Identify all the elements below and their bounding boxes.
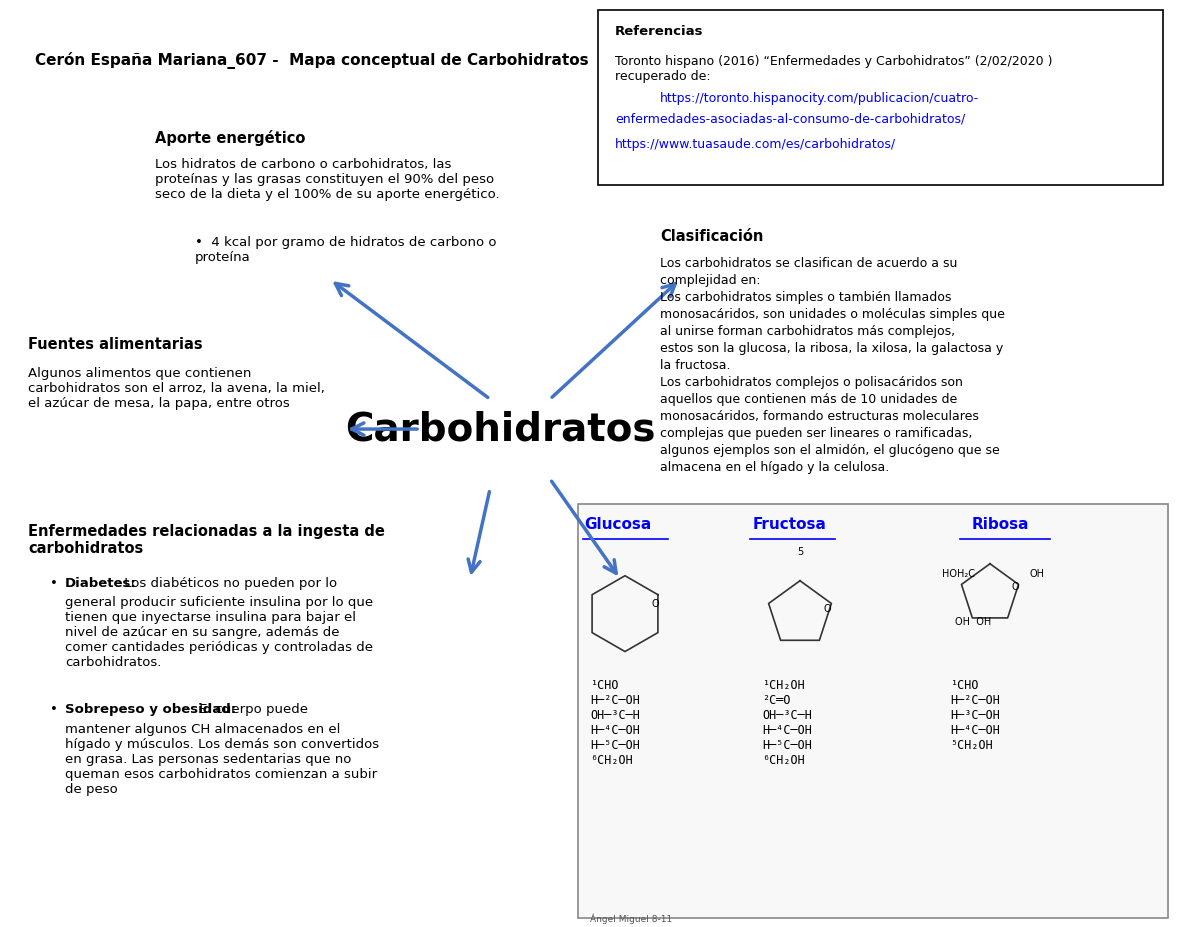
Text: •: • [50, 577, 58, 590]
Text: https://toronto.hispanocity.com/publicacion/cuatro-: https://toronto.hispanocity.com/publicac… [660, 92, 979, 105]
Text: Ribosa: Ribosa [971, 517, 1028, 532]
Text: OH  OH: OH OH [955, 616, 991, 627]
Text: ¹CHO
H─²C─OH
OH─³C─H
H─⁴C─OH
H─⁵C─OH
⁶CH₂OH: ¹CHO H─²C─OH OH─³C─H H─⁴C─OH H─⁵C─OH ⁶CH… [590, 679, 640, 767]
Text: ¹CHO
H─²C─OH
H─³C─OH
H─⁴C─OH
⁵CH₂OH: ¹CHO H─²C─OH H─³C─OH H─⁴C─OH ⁵CH₂OH [950, 679, 1000, 752]
Text: mantener algunos CH almacenados en el
hígado y músculos. Los demás son convertid: mantener algunos CH almacenados en el hí… [65, 723, 379, 796]
FancyBboxPatch shape [578, 504, 1168, 918]
Text: 5: 5 [797, 547, 803, 557]
Text: Glucosa: Glucosa [584, 517, 652, 532]
Text: Fuentes alimentarias: Fuentes alimentarias [28, 337, 203, 352]
FancyBboxPatch shape [598, 10, 1163, 184]
Text: Clasificación: Clasificación [660, 230, 763, 245]
Text: Ángel Miguel 8-11: Ángel Miguel 8-11 [590, 914, 672, 924]
Text: Los diabéticos no pueden por lo: Los diabéticos no pueden por lo [120, 577, 337, 590]
Text: O: O [652, 599, 659, 609]
Text: O: O [823, 603, 830, 614]
Text: Carbohidratos: Carbohidratos [344, 410, 655, 448]
Text: Cerón España Mariana_607 -  Mapa conceptual de Carbohidratos: Cerón España Mariana_607 - Mapa conceptu… [35, 52, 589, 69]
Text: https://www.tuasaude.com/es/carbohidratos/: https://www.tuasaude.com/es/carbohidrato… [616, 138, 896, 151]
Text: HOH₂C: HOH₂C [942, 569, 974, 578]
Text: Referencias: Referencias [616, 25, 703, 38]
Text: Los carbohidratos se clasifican de acuerdo a su
complejidad en:
Los carbohidrato: Los carbohidratos se clasifican de acuer… [660, 258, 1004, 475]
Text: general producir suficiente insulina por lo que
tienen que inyectarse insulina p: general producir suficiente insulina por… [65, 596, 373, 669]
Text: enfermedades-asociadas-al-consumo-de-carbohidratos/: enfermedades-asociadas-al-consumo-de-car… [616, 113, 965, 126]
Text: El cuerpo puede: El cuerpo puede [196, 704, 308, 717]
Text: •: • [50, 704, 58, 717]
Text: Fructosa: Fructosa [754, 517, 827, 532]
Text: Toronto hispano (2016) “Enfermedades y Carbohidratos” (2/02/2020 )
recuperado de: Toronto hispano (2016) “Enfermedades y C… [616, 55, 1052, 83]
Text: Algunos alimentos que contienen
carbohidratos son el arroz, la avena, la miel,
e: Algunos alimentos que contienen carbohid… [28, 367, 325, 410]
Text: Sobrepeso y obesidad:: Sobrepeso y obesidad: [65, 704, 236, 717]
Text: Enfermedades relacionadas a la ingesta de
carbohidratos: Enfermedades relacionadas a la ingesta d… [28, 524, 385, 556]
Text: Los hidratos de carbono o carbohidratos, las
proteínas y las grasas constituyen : Los hidratos de carbono o carbohidratos,… [155, 158, 499, 200]
Text: ¹CH₂OH
²C═O
OH─³C─H
H─⁴C─OH
H─⁵C─OH
⁶CH₂OH: ¹CH₂OH ²C═O OH─³C─H H─⁴C─OH H─⁵C─OH ⁶CH₂… [762, 679, 812, 767]
Text: Diabetes:: Diabetes: [65, 577, 137, 590]
Text: •  4 kcal por gramo de hidratos de carbono o
proteína: • 4 kcal por gramo de hidratos de carbon… [194, 236, 497, 264]
Text: Aporte energético: Aporte energético [155, 130, 305, 146]
Text: O: O [1012, 582, 1019, 591]
Text: OH: OH [1030, 569, 1045, 578]
